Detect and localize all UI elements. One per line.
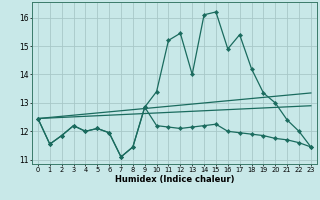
X-axis label: Humidex (Indice chaleur): Humidex (Indice chaleur) [115,175,234,184]
